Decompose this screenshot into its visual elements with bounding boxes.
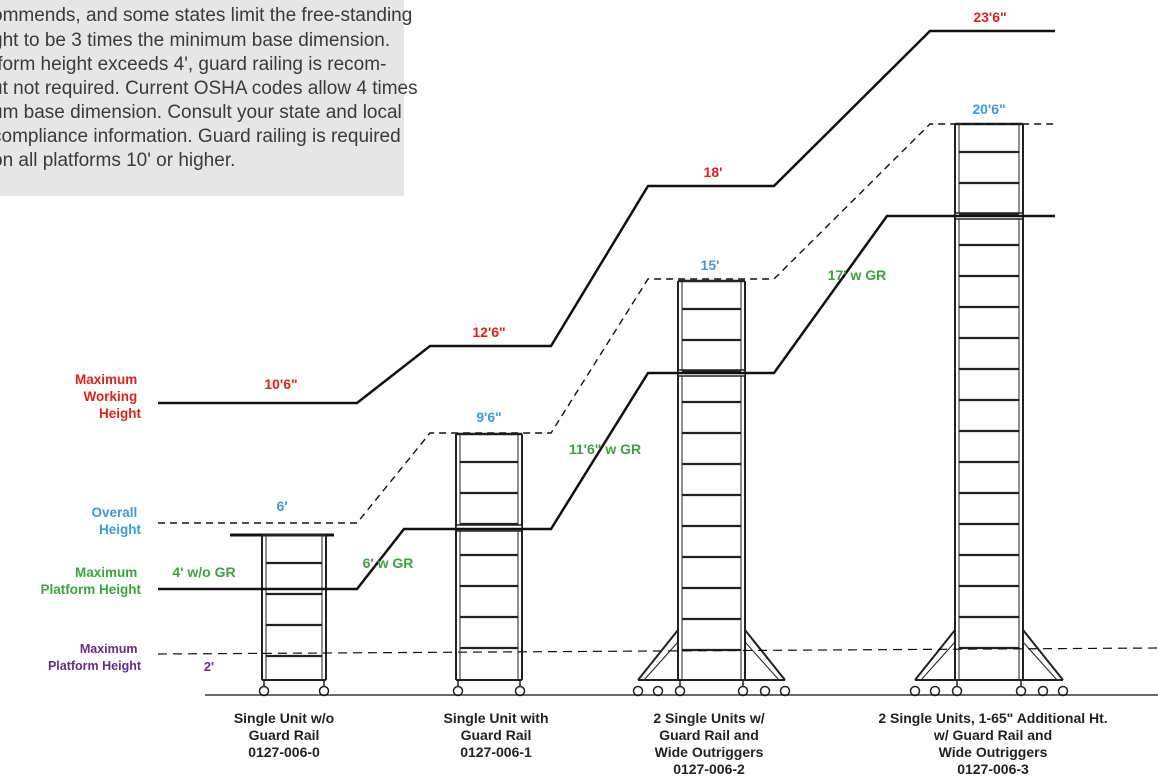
min-platform-line <box>157 647 1158 655</box>
caption-line: 2 Single Units w/ <box>653 710 765 726</box>
caption-line: Guard Rail <box>460 727 532 743</box>
min-platform-value: 2' <box>204 659 214 674</box>
legend-min-platform: Maximum Platform Height <box>48 642 142 673</box>
outrigger-arm <box>920 641 956 681</box>
caption-unit-2: Single Unit with Guard Rail 0127-006-1 <box>409 710 583 761</box>
platform-value-1: 4' w/o GR <box>172 564 235 580</box>
outrigger-arm <box>1022 641 1058 681</box>
working-height-line <box>158 29 1055 405</box>
caster-wheel <box>1015 685 1027 697</box>
caption-line: 0127-006-1 <box>460 744 532 760</box>
caption-unit-3: 2 Single Units w/ Guard Rail and Wide Ou… <box>622 710 796 778</box>
note-line: um base dimension. Consult your state an… <box>0 102 402 123</box>
outrigger-arm <box>637 629 679 681</box>
outrigger-arm <box>744 641 780 681</box>
caption-line: 0127-006-3 <box>957 761 1029 777</box>
caption-line: 0127-006-2 <box>673 761 745 777</box>
working-value-4: 23'6" <box>973 9 1006 25</box>
caption-line: 2 Single Units, 1-65" Additional Ht. <box>878 710 1108 726</box>
outrigger-arm <box>643 641 679 681</box>
caption-line: Guard Rail and <box>659 727 759 743</box>
platform-value-2: 6' w GR <box>363 555 414 571</box>
working-value-2: 12'6" <box>472 324 505 340</box>
caption-line: Guard Rail <box>248 727 320 743</box>
overall-value-3: 15' <box>701 257 720 273</box>
platform-value-3: 11'6" w GR <box>569 441 641 457</box>
safety-note-box: ommends, and some states limit the free-… <box>0 0 418 196</box>
caption-unit-4: 2 Single Units, 1-65" Additional Ht. w/ … <box>848 710 1138 778</box>
caster-wheel <box>737 685 749 697</box>
working-value-1: 10'6" <box>264 376 297 392</box>
caster-wheel <box>1037 685 1049 697</box>
caster-wheel <box>318 685 330 697</box>
note-line: ght to be 3 times the minimum base dimen… <box>0 30 391 51</box>
caster-wheel <box>909 685 921 697</box>
scaffold-units <box>230 122 1069 697</box>
caster-wheel <box>258 685 270 697</box>
note-line: tform height exceeds 4', guard railing i… <box>0 54 387 75</box>
overall-value-2: 9'6" <box>476 409 502 425</box>
note-line: on all platforms 10' or higher. <box>0 150 236 171</box>
caption-unit-1: Single Unit w/o Guard Rail 0127-006-0 <box>197 710 371 761</box>
caster-wheel <box>632 685 644 697</box>
working-value-3: 18' <box>704 164 723 180</box>
caption-line: Single Unit w/o <box>233 710 335 726</box>
caster-wheel <box>929 685 941 697</box>
caption-line: 0127-006-0 <box>248 744 320 760</box>
caption-line: Wide Outriggers <box>938 744 1048 760</box>
note-line: ommends, and some states limit the free-… <box>0 5 413 26</box>
outrigger-arm <box>1022 629 1064 681</box>
platform-value-4: 17' w GR <box>828 267 887 283</box>
legend-platform-height: Maximum Platform Height <box>40 565 141 597</box>
overall-value-1: 6' <box>276 498 287 514</box>
caption-line: Single Unit with <box>443 710 549 726</box>
overall-value-4: 20'6" <box>972 101 1005 117</box>
caption-line: w/ Guard Rail and <box>933 727 1053 743</box>
caster-wheel <box>1057 685 1069 697</box>
caster-wheel <box>674 685 686 697</box>
legend-overall-height: Overall Height <box>91 505 141 537</box>
caption-line: Wide Outriggers <box>654 744 764 760</box>
note-line: ut not required. Current OSHA codes allo… <box>0 78 418 99</box>
legend-working-height: Maximum Working Height <box>75 372 142 421</box>
outrigger-arm <box>914 629 956 681</box>
caster-wheel <box>452 685 464 697</box>
caster-wheel <box>779 685 791 697</box>
caster-wheel <box>951 685 963 697</box>
caster-wheel <box>652 685 664 697</box>
caster-wheel <box>514 685 526 697</box>
caster-wheel <box>759 685 771 697</box>
outrigger-arm <box>744 629 786 681</box>
platform-height-line <box>158 214 1055 591</box>
note-line: compliance information. Guard railing is… <box>0 126 401 147</box>
overall-height-line <box>158 123 1055 524</box>
